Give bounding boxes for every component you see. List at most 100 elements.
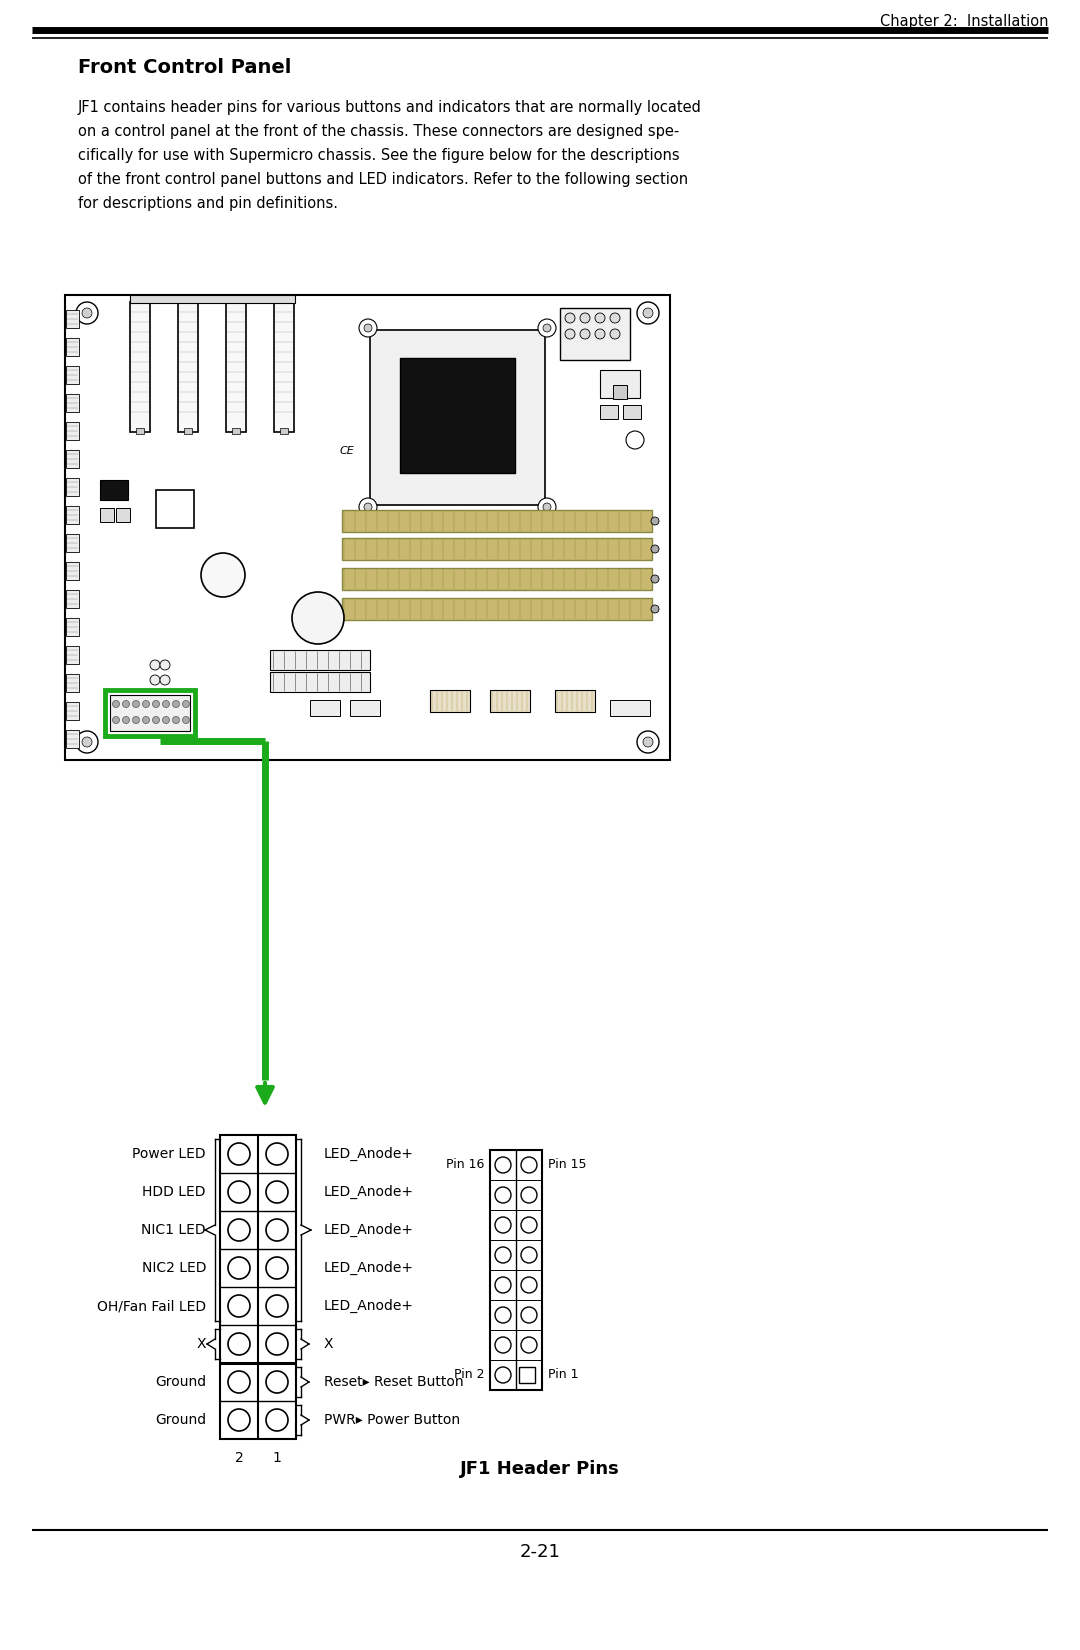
Circle shape — [543, 323, 551, 332]
Circle shape — [359, 318, 377, 337]
Circle shape — [580, 314, 590, 323]
Circle shape — [266, 1257, 288, 1279]
Bar — [184, 427, 192, 434]
Text: NIC1 LED: NIC1 LED — [141, 1223, 206, 1238]
Circle shape — [565, 328, 575, 338]
Text: 1: 1 — [272, 1450, 282, 1465]
Circle shape — [495, 1277, 511, 1294]
Circle shape — [228, 1371, 249, 1393]
Circle shape — [610, 328, 620, 338]
Circle shape — [76, 731, 98, 752]
Text: Power LED: Power LED — [133, 1147, 206, 1162]
Circle shape — [538, 318, 556, 337]
Text: 2: 2 — [234, 1450, 243, 1465]
Text: NIC2 LED: NIC2 LED — [141, 1261, 206, 1275]
Bar — [274, 302, 294, 432]
Bar — [280, 427, 288, 434]
Text: Reset▸ Reset Button: Reset▸ Reset Button — [324, 1374, 463, 1389]
Circle shape — [521, 1186, 537, 1203]
Bar — [270, 672, 370, 691]
Circle shape — [266, 1143, 288, 1165]
Bar — [342, 538, 652, 559]
Bar — [613, 384, 627, 399]
Bar — [400, 358, 515, 474]
Bar — [342, 568, 652, 591]
Bar — [610, 700, 650, 716]
Text: Front Control Panel: Front Control Panel — [78, 58, 292, 78]
Bar — [561, 309, 630, 360]
Circle shape — [150, 660, 160, 670]
Bar — [105, 690, 195, 736]
Circle shape — [162, 716, 170, 723]
Circle shape — [183, 701, 189, 708]
Text: Pin 1: Pin 1 — [548, 1368, 579, 1381]
Bar — [66, 673, 79, 691]
Text: X: X — [324, 1336, 334, 1351]
Circle shape — [359, 498, 377, 516]
Circle shape — [152, 716, 160, 723]
Text: 2-21: 2-21 — [519, 1543, 561, 1561]
Circle shape — [580, 328, 590, 338]
Circle shape — [521, 1277, 537, 1294]
Circle shape — [160, 660, 170, 670]
Circle shape — [143, 701, 149, 708]
Circle shape — [643, 309, 653, 318]
Circle shape — [495, 1307, 511, 1323]
Bar — [100, 508, 114, 521]
Text: X: X — [197, 1336, 206, 1351]
Circle shape — [201, 553, 245, 597]
Bar — [130, 295, 295, 304]
Circle shape — [173, 701, 179, 708]
Circle shape — [266, 1371, 288, 1393]
Bar — [66, 422, 79, 441]
Text: LED_Anode+: LED_Anode+ — [324, 1185, 414, 1200]
Bar — [270, 650, 370, 670]
Circle shape — [228, 1219, 249, 1241]
Circle shape — [133, 716, 139, 723]
Bar — [66, 366, 79, 384]
Bar — [66, 619, 79, 635]
Circle shape — [228, 1181, 249, 1203]
Bar — [110, 695, 190, 731]
Circle shape — [595, 314, 605, 323]
Bar — [156, 490, 194, 528]
Bar — [178, 302, 198, 432]
Bar — [66, 507, 79, 525]
Circle shape — [521, 1307, 537, 1323]
Bar — [600, 404, 618, 419]
Bar — [623, 404, 642, 419]
Text: Pin 2: Pin 2 — [454, 1368, 484, 1381]
Circle shape — [643, 738, 653, 747]
Text: Pin 15: Pin 15 — [548, 1158, 586, 1172]
Bar — [66, 647, 79, 663]
Circle shape — [495, 1186, 511, 1203]
Text: Chapter 2:  Installation: Chapter 2: Installation — [879, 13, 1048, 30]
Bar — [66, 310, 79, 328]
Circle shape — [495, 1336, 511, 1353]
Text: LED_Anode+: LED_Anode+ — [324, 1299, 414, 1313]
Circle shape — [651, 606, 659, 614]
Text: PWR▸ Power Button: PWR▸ Power Button — [324, 1412, 460, 1427]
Circle shape — [543, 503, 551, 512]
Circle shape — [133, 701, 139, 708]
Circle shape — [495, 1157, 511, 1173]
Circle shape — [292, 592, 345, 644]
Circle shape — [651, 516, 659, 525]
Circle shape — [266, 1219, 288, 1241]
Circle shape — [364, 503, 372, 512]
Circle shape — [150, 675, 160, 685]
Bar — [66, 591, 79, 607]
Circle shape — [626, 431, 644, 449]
Bar — [66, 535, 79, 553]
Circle shape — [521, 1218, 537, 1233]
Circle shape — [82, 309, 92, 318]
Text: cifically for use with Supermicro chassis. See the figure below for the descript: cifically for use with Supermicro chassi… — [78, 148, 679, 163]
Bar — [66, 563, 79, 581]
Circle shape — [266, 1333, 288, 1355]
Circle shape — [112, 716, 120, 723]
Circle shape — [266, 1295, 288, 1317]
Circle shape — [495, 1366, 511, 1383]
Text: LED_Anode+: LED_Anode+ — [324, 1147, 414, 1162]
Text: Ground: Ground — [154, 1412, 206, 1427]
Circle shape — [651, 574, 659, 582]
